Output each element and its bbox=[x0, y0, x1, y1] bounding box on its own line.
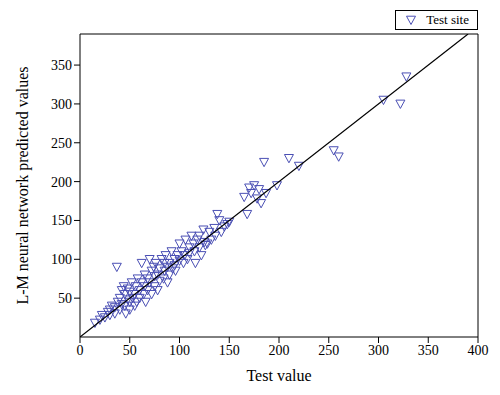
svg-text:Test value: Test value bbox=[246, 367, 311, 384]
svg-text:250: 250 bbox=[318, 343, 339, 358]
svg-text:300: 300 bbox=[51, 97, 72, 112]
svg-text:350: 350 bbox=[51, 58, 72, 73]
svg-text:L-M neural network predicted v: L-M neural network predicted values bbox=[14, 66, 32, 304]
svg-text:0: 0 bbox=[77, 343, 84, 358]
svg-text:200: 200 bbox=[269, 343, 290, 358]
svg-text:350: 350 bbox=[418, 343, 439, 358]
svg-text:200: 200 bbox=[51, 175, 72, 190]
svg-text:300: 300 bbox=[368, 343, 389, 358]
svg-text:400: 400 bbox=[468, 343, 489, 358]
svg-text:50: 50 bbox=[58, 291, 72, 306]
html-text:Test site: Test site bbox=[426, 12, 469, 27]
svg-text:150: 150 bbox=[51, 213, 72, 228]
svg-text:250: 250 bbox=[51, 136, 72, 151]
svg-text:100: 100 bbox=[169, 343, 190, 358]
svg-text:150: 150 bbox=[219, 343, 240, 358]
svg-text:50: 50 bbox=[123, 343, 137, 358]
svg-text:100: 100 bbox=[51, 252, 72, 267]
